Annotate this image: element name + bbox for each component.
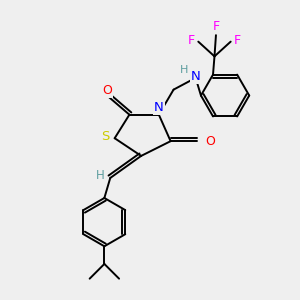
Text: O: O <box>206 135 215 148</box>
Text: N: N <box>154 101 164 114</box>
Text: H: H <box>180 65 189 76</box>
Text: F: F <box>234 34 241 47</box>
Text: S: S <box>101 130 110 143</box>
Text: F: F <box>188 34 195 47</box>
Text: F: F <box>212 20 220 33</box>
Text: N: N <box>191 70 200 83</box>
Text: H: H <box>96 169 104 182</box>
Text: O: O <box>102 84 112 97</box>
